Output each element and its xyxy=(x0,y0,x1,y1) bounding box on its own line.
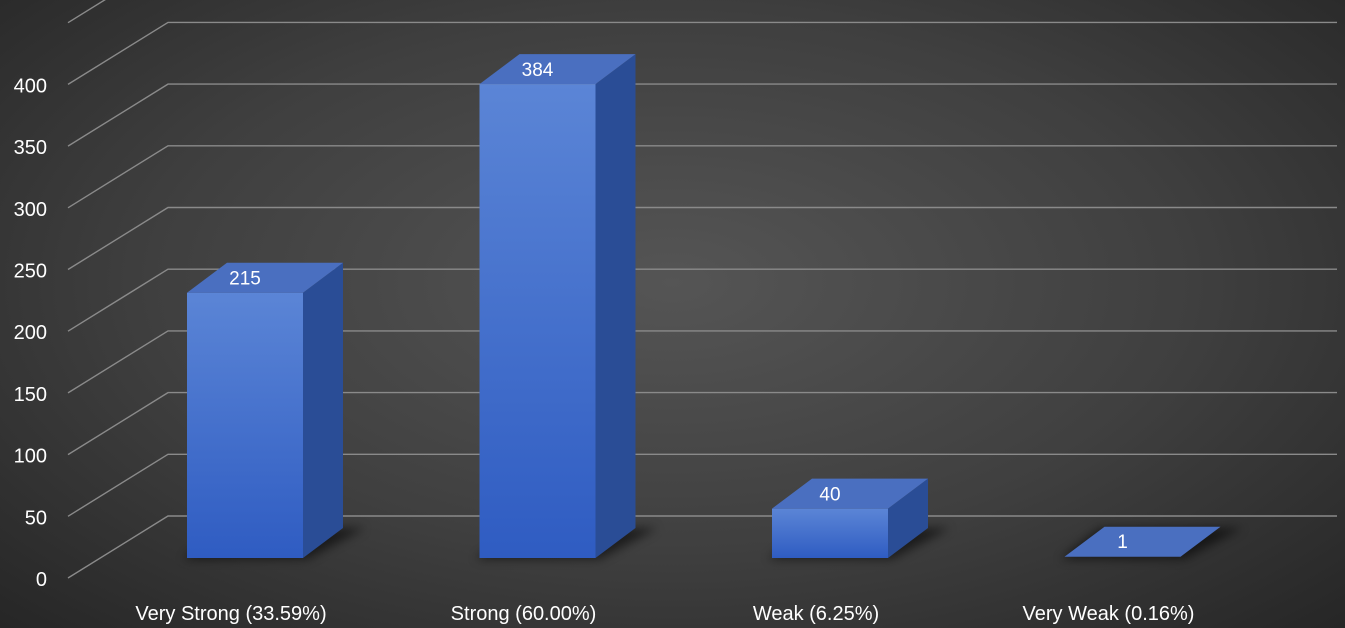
bar-top xyxy=(772,478,928,509)
x-category-label: Very Strong (33.59%) xyxy=(135,603,326,625)
bar-side xyxy=(303,262,343,558)
y-tick-label: 300 xyxy=(14,199,47,221)
bar-front xyxy=(187,292,303,558)
gridlines xyxy=(67,0,1337,579)
gridline-100 xyxy=(67,391,1337,456)
gridline-0 xyxy=(67,515,1337,579)
bar-2 xyxy=(768,478,950,559)
gridline-250 xyxy=(67,206,1337,271)
data-label: 40 xyxy=(819,485,840,506)
gridline-450 xyxy=(67,0,106,24)
y-tick-label: 50 xyxy=(25,507,47,529)
gridline-150 xyxy=(67,330,1337,394)
data-labels: 215 384 40 1 xyxy=(229,60,1128,553)
y-tick-label: 400 xyxy=(14,75,47,97)
bar-front xyxy=(772,508,888,558)
x-category-label: Weak (6.25%) xyxy=(753,603,879,625)
bar-3 xyxy=(1060,526,1243,559)
gridline-200 xyxy=(67,268,1337,332)
y-tick-label: 100 xyxy=(14,446,47,468)
bar-1 xyxy=(475,54,658,559)
y-tick-label: 150 xyxy=(14,384,47,406)
gridline-400 xyxy=(67,21,1337,85)
bar-0 xyxy=(183,262,365,559)
y-tick-label: 350 xyxy=(14,137,47,159)
data-label: 215 xyxy=(229,269,261,290)
gridline-350 xyxy=(67,83,1337,147)
y-tick-label: 0 xyxy=(36,569,47,591)
bars xyxy=(183,54,1243,559)
y-tick-label: 200 xyxy=(14,322,47,344)
bar-top xyxy=(1064,526,1221,557)
data-label: 1 xyxy=(1117,532,1128,553)
bar-top xyxy=(479,54,636,85)
bar-side xyxy=(595,54,636,558)
bar-side xyxy=(888,478,928,558)
y-tick-label: 250 xyxy=(14,261,47,283)
x-category-label: Very Weak (0.16%) xyxy=(1023,603,1195,625)
y-axis-ticks: 0 50 100 150 200 250 300 350 400 xyxy=(14,75,47,591)
gridline-300 xyxy=(67,145,1337,209)
x-axis-categories: Very Strong (33.59%) Strong (60.00%) Weak … xyxy=(135,603,1194,625)
data-label: 384 xyxy=(522,60,554,81)
x-category-label: Strong (60.00%) xyxy=(451,603,597,625)
bar-front xyxy=(479,84,596,559)
bar-top xyxy=(187,262,343,293)
gridline-50 xyxy=(67,453,1337,517)
